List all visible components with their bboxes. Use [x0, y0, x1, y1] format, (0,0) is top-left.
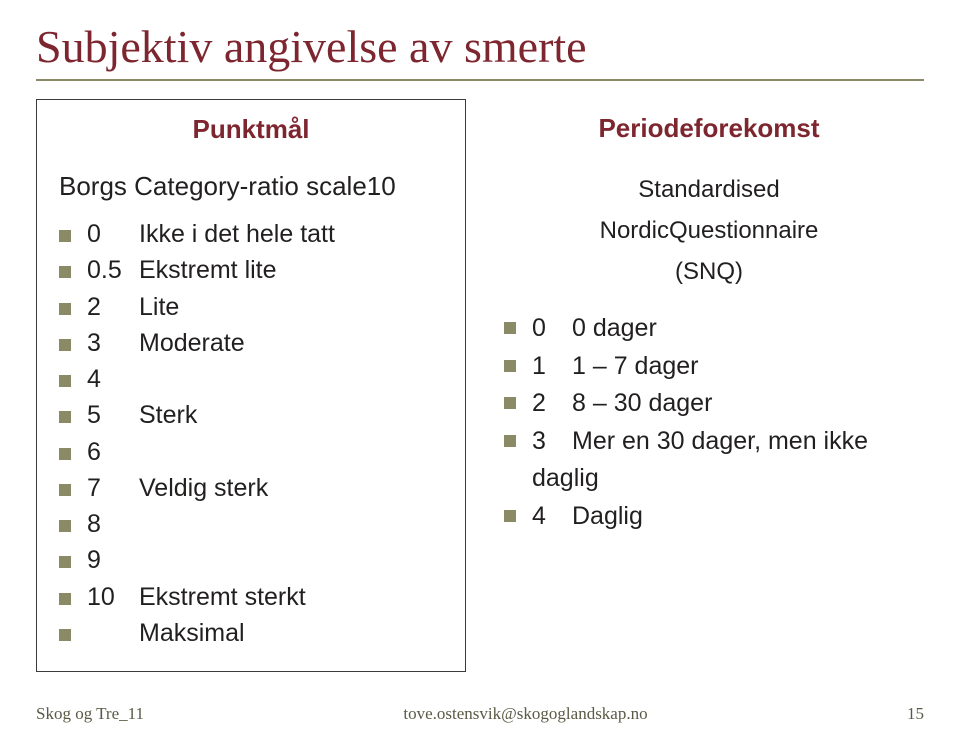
bullet-icon [59, 266, 71, 278]
list-item: 3Mer en 30 dager, men ikke daglig [504, 423, 914, 498]
bullet-icon [59, 375, 71, 387]
bullet-icon [504, 435, 516, 447]
list-item: 4Daglig [504, 498, 914, 536]
list-item: 28 – 30 dager [504, 385, 914, 423]
scale-code: 9 [87, 542, 139, 578]
scale-label: Lite [139, 289, 179, 325]
snq-code: 4 [532, 498, 572, 536]
scale-code: 0.5 [87, 252, 139, 288]
bullet-icon [59, 303, 71, 315]
left-heading: Punktmål [59, 114, 443, 145]
title-rule [36, 79, 924, 81]
bullet-icon [504, 360, 516, 372]
list-item: 0.5Ekstremt lite [59, 252, 443, 288]
scale-label: Ikke i det hele tatt [139, 216, 335, 252]
scale-code: 7 [87, 470, 139, 506]
snq-label: 8 – 30 dager [572, 389, 712, 417]
snq-label: 0 dager [572, 314, 657, 342]
snq-code: 0 [532, 310, 572, 348]
bullet-icon [59, 448, 71, 460]
bullet-icon [59, 230, 71, 242]
footer-left: Skog og Tre_11 [36, 704, 144, 724]
snq-label: Mer en 30 dager, men ikke daglig [532, 427, 868, 493]
bullet-icon [504, 322, 516, 334]
scale-code: 8 [87, 506, 139, 542]
list-item: 8 [59, 506, 443, 542]
list-item: 2Lite [59, 289, 443, 325]
list-item: 9 [59, 542, 443, 578]
left-panel: Punktmål Borgs Category-ratio scale10 0I… [36, 99, 466, 672]
list-item: 0Ikke i det hele tatt [59, 216, 443, 252]
footer-right: 15 [907, 704, 924, 724]
scale-label: Ekstremt lite [139, 252, 277, 288]
snq-code: 1 [532, 348, 572, 386]
right-heading: Periodeforekomst [504, 113, 914, 144]
bullet-icon [59, 339, 71, 351]
snq-item-text: 4Daglig [532, 498, 914, 536]
scale-code: 3 [87, 325, 139, 361]
left-subheading: Borgs Category-ratio scale10 [59, 171, 443, 202]
snq-line-1: Standardised [638, 176, 779, 203]
bullet-icon [59, 593, 71, 605]
list-item: 5Sterk [59, 397, 443, 433]
snq-list: 00 dager11 – 7 dager28 – 30 dager3Mer en… [504, 310, 914, 535]
bullet-icon [59, 411, 71, 423]
list-item: 00 dager [504, 310, 914, 348]
list-item: 10Ekstremt sterkt [59, 579, 443, 615]
bullet-icon [504, 397, 516, 409]
scale-label: Moderate [139, 325, 245, 361]
borg-scale-list: 0Ikke i det hele tatt0.5Ekstremt lite2Li… [59, 216, 443, 651]
snq-code: 2 [532, 385, 572, 423]
snq-item-text: 00 dager [532, 310, 914, 348]
bullet-icon [59, 556, 71, 568]
footer-center: tove.ostensvik@skogoglandskap.no [403, 704, 647, 724]
list-item: 4 [59, 361, 443, 397]
scale-code: 2 [87, 289, 139, 325]
scale-code: 10 [87, 579, 139, 615]
snq-item-text: 28 – 30 dager [532, 385, 914, 423]
scale-code: 5 [87, 397, 139, 433]
scale-label: Maksimal [139, 615, 245, 651]
bullet-icon [504, 510, 516, 522]
footer: Skog og Tre_11 tove.ostensvik@skogogland… [36, 704, 924, 724]
snq-code: 3 [532, 423, 572, 461]
columns: Punktmål Borgs Category-ratio scale10 0I… [36, 99, 924, 672]
scale-code: 0 [87, 216, 139, 252]
bullet-icon [59, 629, 71, 641]
right-subheading: Standardised NordicQuestionnaire (SNQ) [504, 170, 914, 292]
scale-label: Veldig sterk [139, 470, 268, 506]
list-item: 6 [59, 434, 443, 470]
list-item: 11 – 7 dager [504, 348, 914, 386]
scale-code: 4 [87, 361, 139, 397]
list-item: 7Veldig sterk [59, 470, 443, 506]
scale-label: Ekstremt sterkt [139, 579, 306, 615]
slide: Subjektiv angivelse av smerte Punktmål B… [0, 0, 960, 742]
snq-line-3: (SNQ) [675, 258, 743, 285]
snq-label: 1 – 7 dager [572, 352, 699, 380]
snq-item-text: 11 – 7 dager [532, 348, 914, 386]
list-item: 3Moderate [59, 325, 443, 361]
scale-code: 6 [87, 434, 139, 470]
bullet-icon [59, 484, 71, 496]
scale-label: Sterk [139, 397, 197, 433]
snq-line-2: NordicQuestionnaire [600, 217, 819, 244]
right-panel: Periodeforekomst Standardised NordicQues… [494, 99, 924, 672]
list-item: Maksimal [59, 615, 443, 651]
snq-item-text: 3Mer en 30 dager, men ikke daglig [532, 423, 914, 498]
bullet-icon [59, 520, 71, 532]
snq-label: Daglig [572, 502, 643, 530]
page-title: Subjektiv angivelse av smerte [36, 20, 924, 73]
